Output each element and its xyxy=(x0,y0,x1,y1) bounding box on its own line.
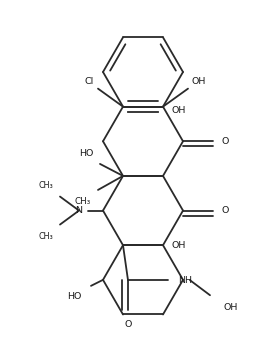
Text: OH: OH xyxy=(192,77,206,86)
Text: O: O xyxy=(221,206,228,215)
Text: HO: HO xyxy=(67,292,81,301)
Text: N: N xyxy=(75,206,82,215)
Text: OH: OH xyxy=(223,303,237,312)
Text: CH₃: CH₃ xyxy=(38,181,53,190)
Text: CH₃: CH₃ xyxy=(38,232,53,241)
Text: OH: OH xyxy=(171,106,185,115)
Text: CH₃: CH₃ xyxy=(75,197,91,206)
Text: O: O xyxy=(124,320,132,329)
Text: OH: OH xyxy=(171,241,185,250)
Text: NH: NH xyxy=(178,276,192,285)
Text: Cl: Cl xyxy=(85,77,94,86)
Text: O: O xyxy=(221,137,228,146)
Text: HO: HO xyxy=(79,149,93,158)
